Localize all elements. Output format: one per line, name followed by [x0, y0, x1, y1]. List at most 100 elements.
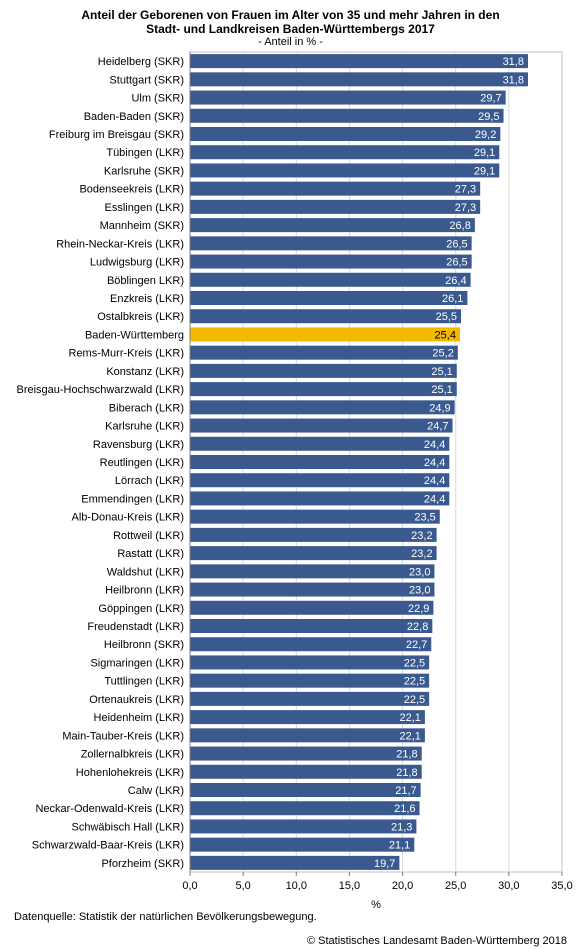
- x-tick-label: 25,0: [445, 880, 466, 892]
- category-label: Sigmaringen (LKR): [90, 657, 184, 669]
- value-label: 27,3: [455, 184, 476, 196]
- bar: [190, 509, 440, 524]
- value-label: 24,9: [429, 402, 450, 414]
- category-label: Hohenlohekreis (LKR): [76, 767, 184, 779]
- value-label: 24,7: [427, 421, 448, 433]
- category-label: Schwäbisch Hall (LKR): [72, 821, 184, 833]
- value-label: 24,4: [424, 493, 445, 505]
- category-label: Rastatt (LKR): [117, 548, 184, 560]
- bar: [190, 418, 453, 433]
- bar: [190, 783, 421, 797]
- bar: [190, 181, 481, 196]
- bar: [190, 855, 400, 870]
- bar: [190, 673, 430, 688]
- value-label: 25,5: [436, 311, 457, 323]
- bar: [190, 473, 450, 488]
- category-label: Waldshut (LKR): [107, 566, 184, 578]
- bar: [190, 819, 417, 834]
- value-label: 26,1: [442, 293, 463, 305]
- bar: [190, 272, 471, 287]
- category-label: Baden-Baden (SKR): [84, 111, 184, 123]
- category-label: Pforzheim (SKR): [101, 858, 184, 870]
- bar: [190, 400, 455, 415]
- bar: [190, 382, 457, 397]
- value-label: 24,4: [424, 439, 445, 451]
- value-label: 29,5: [478, 111, 499, 123]
- bar: [190, 564, 435, 579]
- category-label: Reutlingen (LKR): [100, 457, 184, 469]
- category-label: Freudenstadt (LKR): [87, 621, 184, 633]
- chart-title-line1: Anteil der Geborenen von Frauen im Alter…: [81, 8, 500, 22]
- bar: [190, 801, 420, 816]
- value-label: 21,6: [394, 803, 415, 815]
- category-label: Tuttlingen (LKR): [104, 676, 184, 688]
- value-label: 22,7: [406, 639, 427, 651]
- bar: [190, 746, 422, 761]
- category-label: Biberach (LKR): [109, 402, 184, 414]
- data-source-note: Datenquelle: Statistik der natürlichen B…: [14, 911, 317, 923]
- bar: [190, 90, 506, 105]
- category-label: Breisgau-Hochschwarzwald (LKR): [16, 384, 184, 396]
- bar: [190, 619, 433, 633]
- bar: [190, 345, 458, 360]
- value-label: 25,4: [435, 329, 456, 341]
- value-label: 23,2: [411, 548, 432, 560]
- value-label: 24,4: [424, 475, 445, 487]
- bar: [190, 527, 437, 542]
- value-label: 23,0: [409, 585, 430, 597]
- category-label: Rottweil (LKR): [113, 530, 184, 542]
- category-label: Emmendingen (LKR): [81, 493, 184, 505]
- category-label: Alb-Donau-Kreis (LKR): [72, 512, 184, 524]
- x-tick-label: 5,0: [235, 880, 250, 892]
- category-label: Heilbronn (SKR): [104, 639, 184, 651]
- bar: [190, 691, 430, 706]
- chart-subtitle: - Anteil in % -: [258, 36, 323, 48]
- value-label: 25,1: [431, 366, 452, 378]
- x-tick-label: 0,0: [182, 880, 197, 892]
- bar: [190, 54, 528, 69]
- bar: [190, 363, 457, 378]
- value-label: 23,0: [409, 566, 430, 578]
- bar: [190, 637, 432, 652]
- value-label: 21,8: [396, 767, 417, 779]
- bar: [190, 436, 450, 451]
- category-label: Rems-Murr-Kreis (LKR): [69, 348, 185, 360]
- value-label: 22,5: [404, 694, 425, 706]
- value-label: 23,2: [411, 530, 432, 542]
- category-label: Konstanz (LKR): [106, 366, 184, 378]
- value-label: 31,8: [503, 56, 524, 68]
- bar: [190, 199, 481, 214]
- category-label: Karlsruhe (LKR): [105, 421, 184, 433]
- category-label: Göppingen (LKR): [98, 603, 184, 615]
- category-label: Karlsruhe (SKR): [104, 165, 184, 177]
- category-label: Heidenheim (LKR): [94, 712, 184, 724]
- category-label: Rhein-Neckar-Kreis (LKR): [56, 238, 184, 250]
- category-label: Schwarzwald-Baar-Kreis (LKR): [32, 840, 184, 852]
- bar: [190, 327, 460, 342]
- x-axis-label: %: [371, 899, 381, 911]
- category-label: Lörrach (LKR): [115, 475, 184, 487]
- bar: [190, 837, 415, 852]
- value-label: 29,2: [475, 129, 496, 141]
- chart-title-line2: Stadt- und Landkreisen Baden-Württemberg…: [146, 22, 435, 36]
- category-label: Enzkreis (LKR): [110, 293, 184, 305]
- value-label: 25,1: [431, 384, 452, 396]
- value-label: 21,8: [396, 749, 417, 761]
- bar: [190, 655, 430, 670]
- value-label: 24,4: [424, 457, 445, 469]
- category-label: Main-Tauber-Kreis (LKR): [62, 730, 184, 742]
- bar: [190, 455, 450, 469]
- value-label: 27,3: [455, 202, 476, 214]
- category-label: Mannheim (SKR): [100, 220, 184, 232]
- bar: [190, 600, 434, 615]
- bar: [190, 710, 425, 725]
- value-label: 26,8: [449, 220, 470, 232]
- category-label: Böblingen LKR): [107, 275, 184, 287]
- category-label: Calw (LKR): [128, 785, 184, 797]
- bar: [190, 108, 504, 123]
- category-label: Stuttgart (SKR): [109, 74, 184, 86]
- category-label: Ravensburg (LKR): [93, 439, 184, 451]
- value-label: 22,5: [404, 676, 425, 688]
- bar: [190, 127, 501, 141]
